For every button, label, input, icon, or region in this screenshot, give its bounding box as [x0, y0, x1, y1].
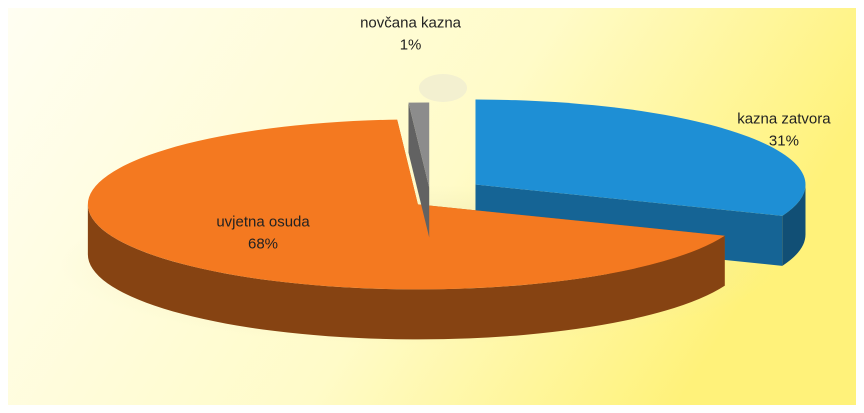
slice	[408, 102, 430, 188]
slice-value-label: 1%	[400, 37, 422, 54]
slice	[87, 119, 725, 290]
slice-label: uvjetna osuda	[216, 213, 310, 230]
slice	[475, 99, 806, 216]
slice-side	[782, 184, 806, 266]
slice-wall	[408, 102, 430, 238]
highlight	[419, 74, 467, 102]
slice-label: novčana kazna	[360, 15, 462, 32]
slice-value-label: 31%	[769, 133, 799, 150]
slice-side	[87, 204, 725, 340]
slice-value-label: 68%	[248, 235, 278, 252]
slice-label: kazna zatvora	[737, 111, 831, 128]
